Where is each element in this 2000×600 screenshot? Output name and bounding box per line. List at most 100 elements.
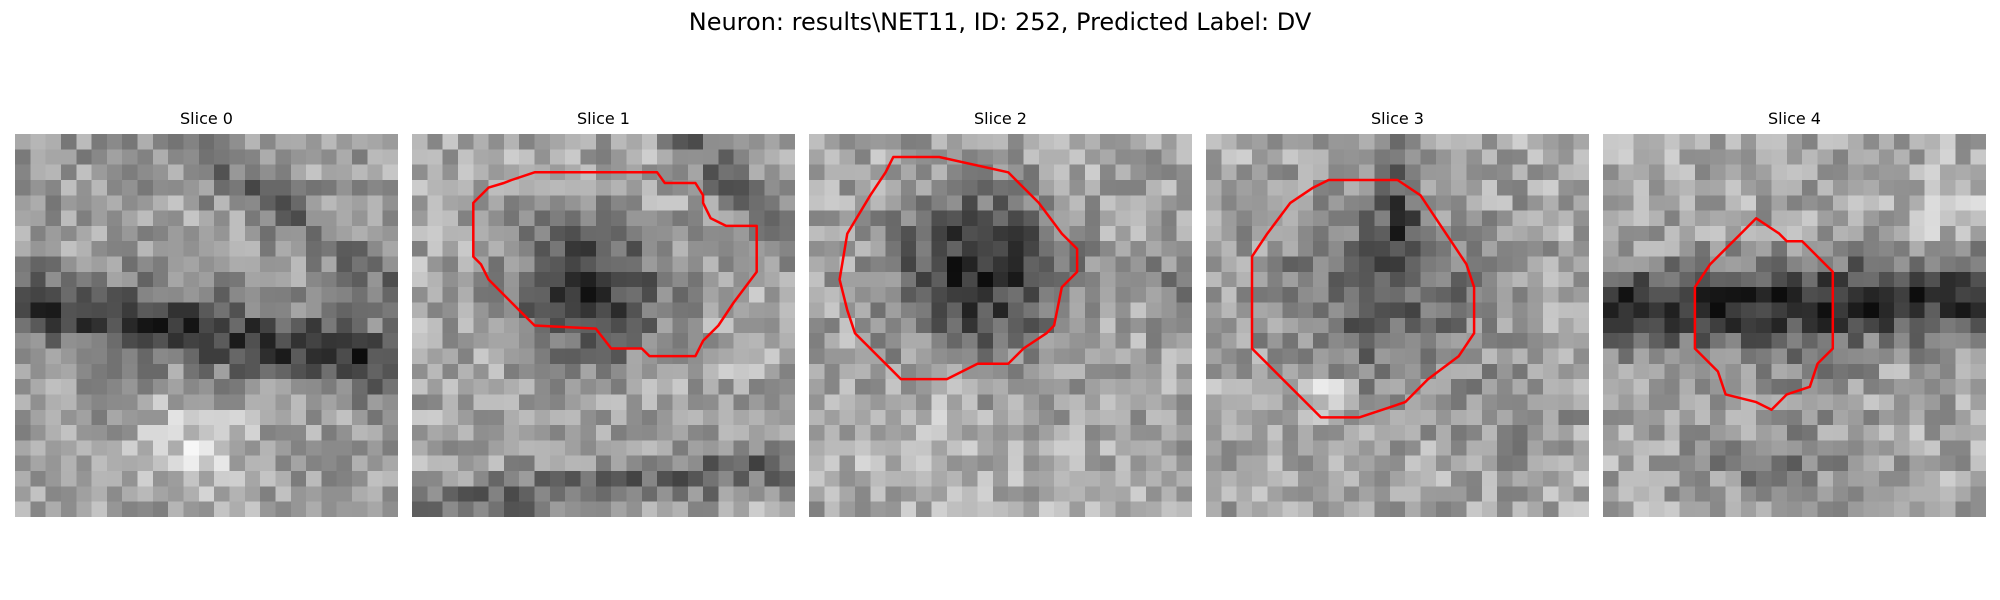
image-pixel: [1924, 302, 1941, 319]
image-pixel: [1618, 363, 1635, 380]
slice-title-3: Slice 3: [1371, 109, 1424, 128]
image-pixel: [1740, 241, 1757, 258]
image-pixel: [1084, 317, 1101, 334]
image-pixel: [779, 394, 795, 411]
image-pixel: [382, 333, 398, 350]
image-pixel: [1558, 225, 1575, 242]
image-pixel: [1725, 425, 1742, 441]
image-pixel: [764, 455, 781, 472]
image-pixel: [1343, 149, 1360, 166]
image-pixel: [1267, 256, 1284, 273]
image-pixel: [1466, 348, 1483, 365]
image-pixel: [580, 195, 597, 212]
image-pixel: [367, 333, 384, 350]
image-pixel: [1251, 302, 1268, 319]
image-pixel: [1389, 134, 1406, 150]
image-pixel: [916, 271, 933, 288]
image-pixel: [382, 149, 398, 166]
image-pixel: [962, 179, 979, 196]
image-pixel: [45, 394, 62, 411]
image-pixel: [580, 363, 597, 380]
image-pixel: [1420, 348, 1437, 365]
image-pixel: [352, 164, 368, 181]
image-pixel: [1558, 195, 1575, 212]
image-pixel: [1405, 455, 1422, 472]
image-pixel: [1115, 317, 1132, 334]
image-pixel: [1970, 164, 1986, 181]
image-pixel: [611, 501, 628, 517]
image-pixel: [1374, 149, 1391, 166]
image-pixel: [916, 241, 933, 258]
image-pixel: [290, 363, 307, 380]
image-pixel: [1786, 271, 1803, 288]
image-pixel: [992, 256, 1009, 273]
image-pixel: [1694, 179, 1711, 196]
image-pixel: [457, 210, 474, 227]
image-pixel: [1863, 409, 1880, 426]
image-pixel: [916, 210, 933, 227]
image-pixel: [916, 471, 933, 487]
image-pixel: [214, 333, 231, 350]
image-pixel: [457, 471, 474, 487]
image-pixel: [137, 333, 154, 350]
image-pixel: [1558, 241, 1575, 258]
image-pixel: [900, 486, 917, 503]
image-pixel: [1313, 287, 1330, 304]
image-pixel: [595, 363, 612, 380]
image-pixel: [198, 256, 215, 273]
image-pixel: [1894, 333, 1910, 350]
image-pixel: [519, 363, 536, 380]
image-pixel: [244, 287, 261, 304]
image-pixel: [1405, 210, 1422, 227]
image-pixel: [1084, 471, 1101, 487]
image-pixel: [1146, 455, 1162, 472]
image-pixel: [1251, 409, 1268, 426]
image-pixel: [1466, 501, 1483, 517]
image-pixel: [1894, 287, 1910, 304]
image-pixel: [962, 333, 979, 350]
image-pixel: [809, 256, 825, 273]
image-pixel: [60, 179, 77, 196]
image-pixel: [1420, 425, 1437, 441]
image-pixel: [290, 394, 307, 411]
image-pixel: [992, 287, 1009, 304]
image-pixel: [244, 241, 261, 258]
image-pixel: [687, 287, 704, 304]
image-pixel: [152, 134, 169, 150]
slice-title-4: Slice 4: [1768, 109, 1821, 128]
image-pixel: [244, 164, 261, 181]
image-pixel: [519, 379, 536, 396]
image-pixel: [1481, 317, 1498, 334]
image-pixel: [1771, 271, 1788, 288]
image-pixel: [1725, 164, 1742, 181]
image-pixel: [214, 195, 231, 212]
image-pixel: [703, 225, 719, 242]
image-pixel: [91, 271, 108, 288]
image-pixel: [106, 501, 123, 517]
image-pixel: [91, 256, 108, 273]
image-pixel: [1924, 149, 1941, 166]
image-pixel: [657, 302, 674, 319]
image-pixel: [183, 179, 200, 196]
image-pixel: [946, 394, 963, 411]
image-pixel: [1970, 149, 1986, 166]
image-pixel: [1267, 164, 1284, 181]
image-pixel: [1359, 271, 1376, 288]
image-pixel: [718, 363, 735, 380]
image-pixel: [1054, 241, 1071, 258]
image-pixel: [1878, 256, 1895, 273]
image-pixel: [1297, 256, 1314, 273]
image-pixel: [1176, 225, 1192, 242]
image-pixel: [1664, 134, 1681, 150]
image-pixel: [1267, 409, 1284, 426]
image-pixel: [1817, 317, 1834, 334]
image-pixel: [152, 225, 169, 242]
image-pixel: [626, 455, 643, 472]
image-pixel: [275, 394, 292, 411]
image-pixel: [580, 394, 597, 411]
image-pixel: [1343, 471, 1360, 487]
image-pixel: [76, 486, 93, 503]
image-pixel: [931, 455, 948, 472]
image-pixel: [703, 394, 719, 411]
image-pixel: [1100, 379, 1116, 396]
